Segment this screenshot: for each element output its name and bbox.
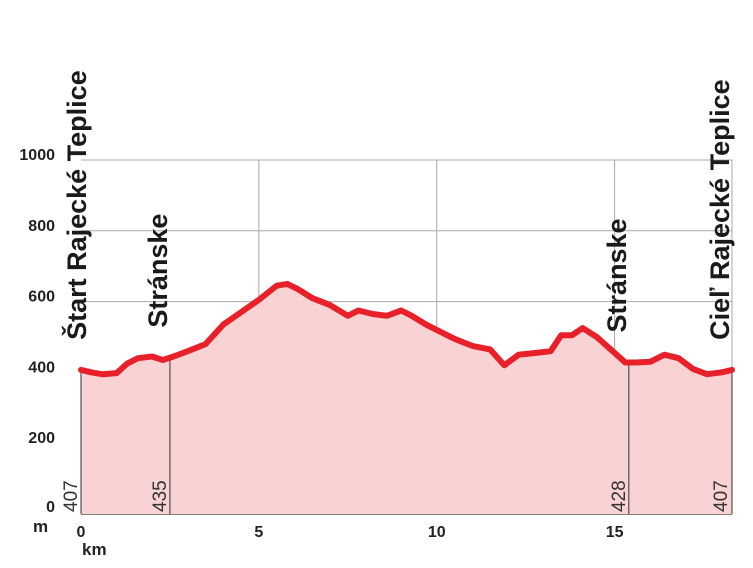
waypoint-name: Cieľ Rajecké Teplice [705,79,735,340]
elevation-area [81,283,732,514]
waypoint-labels: 407 Štart Rajecké Teplice 435 Stránske 428 St… [61,70,735,512]
y-tick-label: 200 [28,430,55,447]
x-axis: 0 5 10 15 [77,524,624,541]
waypoint-markers [80,357,733,514]
x-tick-label: 15 [606,524,624,541]
x-tick-label: 0 [77,524,86,541]
y-tick-label: 1000 [19,147,55,164]
waypoint-altitude: 407 [61,480,82,512]
waypoint-altitude: 428 [609,480,630,512]
x-tick-label: 10 [428,524,446,541]
waypoint-altitude: 435 [150,480,171,512]
waypoint-name: Štart Rajecké Teplice [61,70,92,340]
x-tick-label: 5 [254,524,263,541]
y-tick-label: 800 [28,218,55,235]
elevation-line [78,280,735,378]
waypoint-altitude: 407 [711,480,732,512]
y-axis: 0 200 400 600 800 1000 [19,147,55,516]
waypoint-name: Stránske [143,214,173,328]
y-axis-unit: m [33,517,48,536]
y-tick-label: 400 [28,359,55,376]
y-tick-label: 600 [28,289,55,306]
waypoint-name: Stránske [602,218,632,332]
y-tick-label: 0 [46,499,55,516]
x-axis-unit: km [82,540,107,559]
